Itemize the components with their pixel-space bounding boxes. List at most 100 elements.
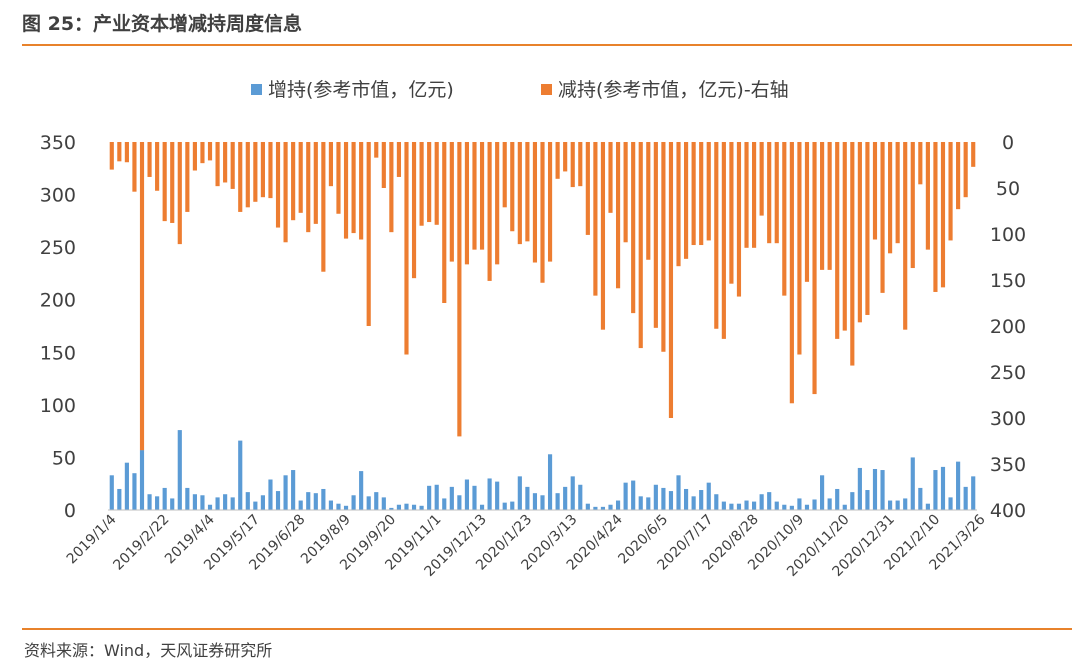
decrease-bar xyxy=(442,142,447,303)
decrease-bar xyxy=(804,142,810,282)
increase-bar xyxy=(275,491,281,510)
decrease-bars xyxy=(109,142,976,451)
decrease-bar xyxy=(502,142,507,208)
increase-bar xyxy=(389,507,394,510)
decrease-bar xyxy=(676,142,681,267)
decrease-bar xyxy=(132,142,137,192)
increase-bar xyxy=(464,479,470,510)
decrease-bar xyxy=(608,142,613,213)
decrease-bar xyxy=(547,142,553,262)
decrease-bar xyxy=(313,142,318,224)
x-tick-label: 2019/2/22 xyxy=(110,512,172,574)
decrease-bar xyxy=(487,142,492,281)
right-tick-label: 100 xyxy=(990,224,1026,246)
increase-bar xyxy=(419,505,424,510)
increase-bar xyxy=(457,495,462,510)
decrease-bar xyxy=(963,142,968,198)
decrease-bar xyxy=(532,142,538,263)
decrease-bar xyxy=(434,142,439,225)
decrease-bar xyxy=(880,142,885,293)
increase-bar xyxy=(971,476,976,510)
decrease-bar xyxy=(797,142,802,355)
increase-bar xyxy=(502,502,507,510)
increase-bar xyxy=(215,497,220,510)
decrease-bar xyxy=(427,142,432,223)
increase-bar xyxy=(162,487,167,510)
increase-bar xyxy=(525,486,530,510)
increase-bar xyxy=(940,466,946,510)
decrease-bar xyxy=(759,142,764,216)
decrease-bar xyxy=(411,142,417,279)
increase-bar xyxy=(381,497,386,510)
decrease-bar xyxy=(683,142,689,259)
decrease-bar xyxy=(230,142,235,189)
increase-bar xyxy=(729,503,734,510)
decrease-bar xyxy=(918,142,923,185)
decrease-bar xyxy=(472,142,477,250)
decrease-bar xyxy=(215,142,220,187)
legend-swatch-decrease xyxy=(541,84,552,95)
decrease-bar xyxy=(971,142,976,167)
decrease-bar xyxy=(389,142,394,233)
decrease-bar xyxy=(812,142,817,395)
decrease-bar xyxy=(555,142,560,179)
increase-bar xyxy=(812,499,817,510)
increase-bar xyxy=(207,504,213,510)
increase-bar xyxy=(767,492,772,510)
decrease-bar xyxy=(155,142,160,191)
decrease-bar xyxy=(404,142,409,355)
increase-bar xyxy=(774,501,779,510)
increase-bar xyxy=(366,496,371,510)
increase-bar xyxy=(404,503,409,510)
decrease-bar xyxy=(835,142,840,339)
increase-bar xyxy=(820,475,825,510)
increase-bar xyxy=(155,496,160,510)
decrease-bar xyxy=(736,142,742,297)
decrease-bar xyxy=(298,142,303,213)
decrease-bar xyxy=(661,142,666,352)
right-tick-label: 150 xyxy=(990,270,1026,292)
decrease-bar xyxy=(578,142,583,187)
increase-bar xyxy=(291,470,296,510)
increase-bar xyxy=(306,492,311,510)
increase-bar xyxy=(139,450,145,510)
increase-bar xyxy=(827,498,832,510)
x-axis: 2019/1/42019/2/222019/4/42019/5/172019/6… xyxy=(64,511,989,579)
increase-bar xyxy=(744,500,749,510)
increase-bar xyxy=(653,484,658,510)
increase-bar xyxy=(532,493,538,510)
decrease-bar xyxy=(570,142,575,188)
decrease-bar xyxy=(419,142,424,226)
increase-bar xyxy=(736,503,742,510)
increase-bar xyxy=(623,482,628,510)
right-tick-label: 250 xyxy=(990,362,1026,384)
decrease-bar xyxy=(109,142,114,170)
decrease-bar xyxy=(381,142,386,188)
increase-bar xyxy=(578,484,583,510)
increase-bar xyxy=(661,487,666,510)
increase-bar xyxy=(547,454,553,510)
increase-bar xyxy=(925,503,930,510)
increase-bar xyxy=(472,485,477,510)
increase-bar xyxy=(109,475,114,510)
decrease-bar xyxy=(328,142,333,187)
increase-bar xyxy=(797,498,802,510)
increase-bar xyxy=(585,503,590,510)
increase-bar xyxy=(411,504,417,510)
decrease-bar xyxy=(479,142,485,250)
decrease-bar xyxy=(668,142,674,418)
increase-bar xyxy=(555,493,560,510)
increase-bar xyxy=(245,492,250,510)
right-tick-label: 200 xyxy=(990,316,1026,338)
increase-bar xyxy=(933,470,938,510)
decrease-bar xyxy=(245,142,250,208)
decrease-bar xyxy=(752,142,757,248)
decrease-bar xyxy=(291,142,296,221)
increase-bar xyxy=(699,490,704,510)
increase-bar xyxy=(600,506,606,510)
increase-bar xyxy=(835,488,840,510)
increase-bar xyxy=(313,493,318,510)
decrease-bar xyxy=(563,142,568,172)
increase-bar xyxy=(283,475,288,510)
weekly-bar-chart: 增持(参考市值，亿元) 减持(参考市值，亿元)-右轴 0 50 100 150 200 2… xyxy=(40,79,1026,580)
